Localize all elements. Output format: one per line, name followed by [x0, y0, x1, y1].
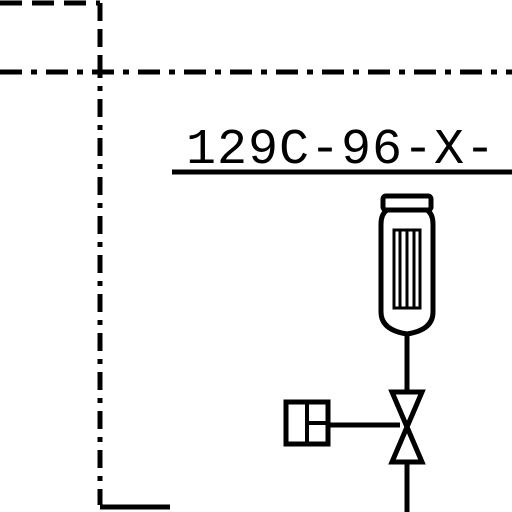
- filter-body: [378, 207, 436, 337]
- valve-actuator-symbol: [283, 399, 331, 447]
- filter-element-symbol: [378, 193, 436, 337]
- gate-valve-symbol: [388, 389, 426, 465]
